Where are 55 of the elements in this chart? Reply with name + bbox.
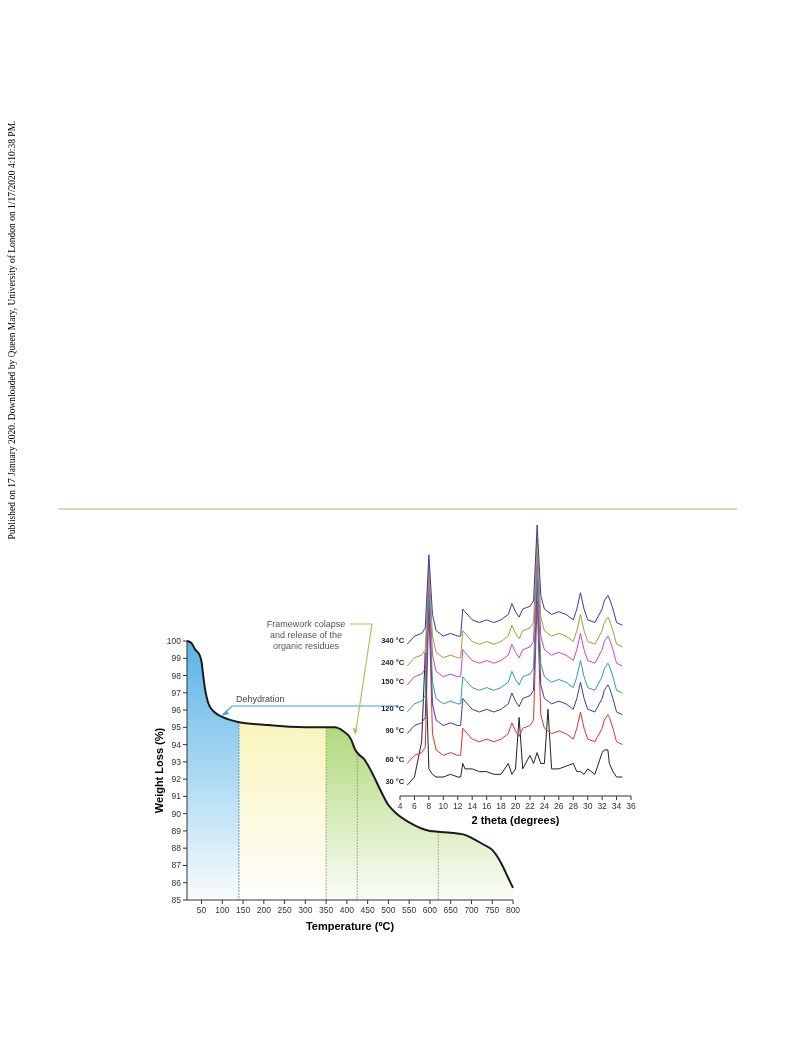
x-tick-label: 32	[597, 801, 608, 811]
x-tick-label: 18	[496, 801, 507, 811]
y-tick-label: 97	[171, 687, 182, 698]
x-tick-label: 50	[196, 905, 207, 915]
y-tick-label: 96	[171, 705, 182, 716]
x-tick-label: 34	[611, 801, 622, 811]
x-tick-label: 10	[438, 801, 449, 811]
x-tick-label: 100	[215, 905, 230, 915]
x-axis-title: 2 theta (degrees)	[471, 814, 560, 826]
x-tick-label: 700	[464, 905, 479, 915]
y-tick-label: 92	[171, 774, 182, 785]
annotation: Dehydration	[236, 694, 285, 704]
x-tick-label: 12	[453, 801, 463, 811]
y-axis-title: Weight Loss (%)	[153, 727, 165, 814]
x-tick-label: 24	[539, 801, 550, 811]
y-tick-label: 85	[171, 894, 182, 905]
text: Published on 17 January 2020. Downloaded by Queen Mary, University of London on 1/17/2020 4:10:38 PM.	[7, 120, 17, 540]
x-tick-label: 550	[402, 905, 417, 915]
x-tick-label: 4	[397, 801, 403, 811]
y-tick-label: 90	[171, 808, 182, 819]
x-tick-label: 8	[426, 801, 432, 811]
y-tick-label: 100	[166, 635, 182, 646]
y-tick-label: 89	[171, 825, 182, 836]
x-tick-label: 36	[626, 801, 636, 811]
x-tick-label: 150	[235, 905, 251, 915]
x-tick-label: 250	[277, 905, 292, 915]
x-tick-label: 450	[360, 905, 376, 915]
x-tick-label: 16	[481, 801, 492, 811]
y-tick-label: 95	[171, 722, 182, 733]
x-tick-label: 400	[339, 905, 355, 915]
x-tick-label: 800	[505, 905, 521, 915]
y-tick-label: 87	[171, 860, 182, 871]
x-tick-label: 28	[568, 801, 579, 811]
x-tick-label: 14	[467, 801, 478, 811]
x-tick-label: 600	[422, 905, 438, 915]
x-tick-label: 26	[554, 801, 564, 811]
x-tick-label: 650	[443, 905, 459, 915]
y-tick-label: 91	[171, 791, 182, 802]
x-tick-label: 750	[485, 905, 500, 915]
x-tick-label: 200	[256, 905, 272, 915]
y-tick-label: 94	[171, 739, 182, 750]
y-tick-label: 86	[171, 877, 182, 888]
y-tick-label: 88	[171, 843, 182, 854]
y-tick-label: 98	[171, 670, 182, 681]
x-tick-label: 500	[381, 905, 396, 915]
x-tick-label: 20	[510, 801, 521, 811]
annotation: Framework colapse and release of the organic residues	[265, 619, 347, 652]
x-axis-title: Temperature (ºC)	[305, 920, 395, 932]
x-tick-label: 22	[525, 801, 535, 811]
x-tick-label: 30	[582, 801, 593, 811]
x-tick-label: 350	[319, 905, 334, 915]
x-tick-label: 300	[298, 905, 313, 915]
y-tick-label: 99	[171, 653, 182, 664]
x-tick-label: 6	[412, 801, 418, 811]
y-tick-label: 93	[171, 756, 182, 767]
